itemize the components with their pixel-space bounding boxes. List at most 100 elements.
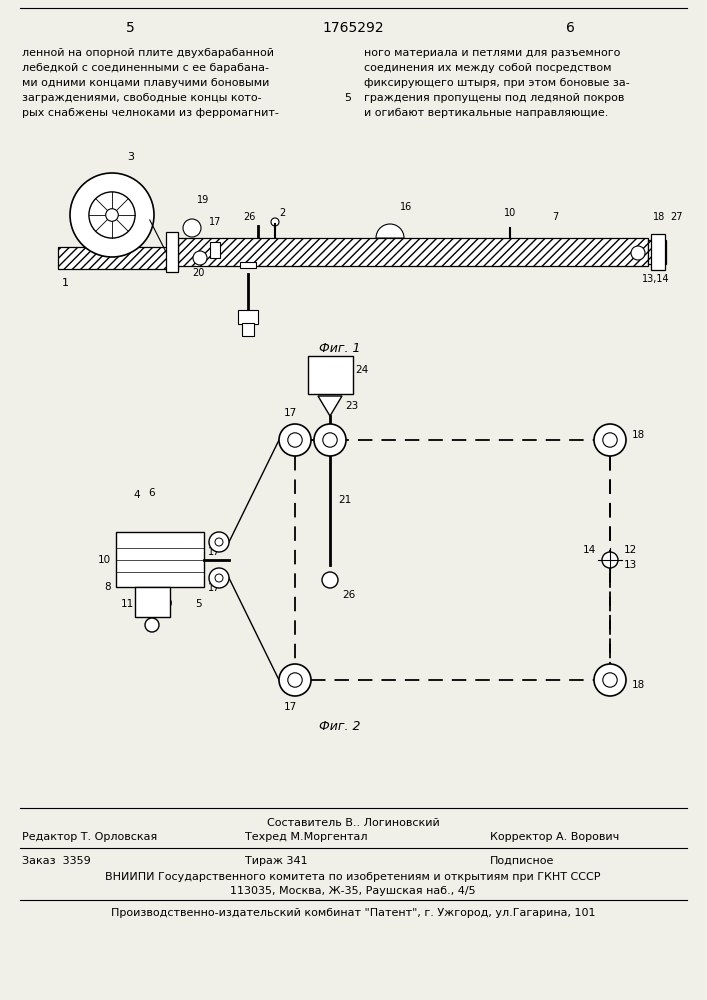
Text: 13: 13: [624, 560, 637, 570]
Text: 23: 23: [345, 401, 358, 411]
Text: Корректор А. Ворович: Корректор А. Ворович: [490, 832, 619, 842]
Bar: [240, 262, 256, 268]
Circle shape: [631, 246, 645, 260]
Bar: [58, 247, 178, 269]
Text: 3: 3: [127, 152, 134, 162]
Circle shape: [314, 424, 346, 456]
Circle shape: [603, 433, 617, 447]
Text: 24: 24: [355, 365, 368, 375]
Bar: [238, 310, 258, 324]
Text: 26: 26: [244, 212, 256, 222]
Text: 10: 10: [504, 208, 516, 218]
Text: 4: 4: [134, 490, 140, 500]
Text: Заказ  3359: Заказ 3359: [22, 856, 90, 866]
Text: ми одними концами плавучими боновыми: ми одними концами плавучими боновыми: [22, 78, 269, 88]
Circle shape: [215, 538, 223, 546]
Circle shape: [594, 424, 626, 456]
Circle shape: [215, 574, 223, 582]
Text: 18: 18: [653, 212, 665, 222]
Circle shape: [323, 433, 337, 447]
Circle shape: [288, 433, 302, 447]
Text: 5: 5: [126, 21, 134, 35]
Text: Подписное: Подписное: [490, 856, 554, 866]
Text: 1765292: 1765292: [322, 21, 384, 35]
Text: 17: 17: [209, 217, 221, 227]
Text: 5: 5: [344, 93, 351, 103]
Text: 113035, Москва, Ж-35, Раушская наб., 4/5: 113035, Москва, Ж-35, Раушская наб., 4/5: [230, 886, 476, 896]
Text: фиксирующего штыря, при этом боновые за-: фиксирующего штыря, при этом боновые за-: [364, 78, 630, 88]
Text: ленной на опорной плите двухбарабанной: ленной на опорной плите двухбарабанной: [22, 48, 274, 58]
Bar: [135, 587, 170, 617]
Circle shape: [106, 209, 118, 221]
Text: Производственно-издательский комбинат "Патент", г. Ужгород, ул.Гагарина, 101: Производственно-издательский комбинат "П…: [111, 908, 595, 918]
Bar: [242, 323, 254, 336]
Circle shape: [70, 173, 154, 257]
Text: 17: 17: [208, 583, 220, 593]
Bar: [648, 240, 666, 264]
Text: 17: 17: [208, 547, 220, 557]
Text: ного материала и петлями для разъемного: ного материала и петлями для разъемного: [364, 48, 620, 58]
Text: и огибают вертикальные направляющие.: и огибают вертикальные направляющие.: [364, 108, 609, 118]
Text: 12: 12: [624, 545, 637, 555]
Circle shape: [193, 251, 207, 265]
Text: 18: 18: [632, 430, 645, 440]
Text: 9: 9: [165, 599, 172, 609]
Text: Тираж 341: Тираж 341: [245, 856, 308, 866]
Text: 5: 5: [196, 599, 202, 609]
Text: ВНИИПИ Государственного комитета по изобретениям и открытиям при ГКНТ СССР: ВНИИПИ Государственного комитета по изоб…: [105, 872, 601, 882]
Text: 11: 11: [121, 599, 134, 609]
Text: 6: 6: [148, 488, 156, 498]
Text: Техред М.Моргентал: Техред М.Моргентал: [245, 832, 368, 842]
Text: 13,14: 13,14: [642, 274, 670, 284]
Text: 17: 17: [295, 432, 308, 442]
Text: 10: 10: [98, 555, 111, 565]
Bar: [178, 238, 648, 266]
Text: лебедкой с соединенными с ее барабана-: лебедкой с соединенными с ее барабана-: [22, 63, 269, 73]
Text: 20: 20: [192, 268, 204, 278]
Circle shape: [322, 572, 338, 588]
Text: Фиг. 1: Фиг. 1: [320, 342, 361, 355]
Circle shape: [603, 673, 617, 687]
Text: 8: 8: [105, 582, 111, 592]
Circle shape: [89, 192, 135, 238]
Text: 17: 17: [284, 408, 297, 418]
Text: 16: 16: [400, 202, 412, 212]
Text: Составитель В.. Логиновский: Составитель В.. Логиновский: [267, 818, 439, 828]
Text: соединения их между собой посредством: соединения их между собой посредством: [364, 63, 612, 73]
Text: граждения пропущены под ледяной покров: граждения пропущены под ледяной покров: [364, 93, 624, 103]
Bar: [178, 238, 648, 266]
Circle shape: [271, 218, 279, 226]
Text: 18: 18: [632, 680, 645, 690]
Bar: [308, 356, 353, 394]
Circle shape: [602, 552, 618, 568]
Circle shape: [209, 532, 229, 552]
Text: Редактор Т. Орловская: Редактор Т. Орловская: [22, 832, 157, 842]
Circle shape: [279, 664, 311, 696]
Circle shape: [209, 568, 229, 588]
Text: 17: 17: [284, 702, 297, 712]
Bar: [210, 242, 220, 258]
Text: 6: 6: [566, 21, 574, 35]
Circle shape: [594, 664, 626, 696]
Text: рых снабжены челноками из ферромагнит-: рых снабжены челноками из ферромагнит-: [22, 108, 279, 118]
Text: Фиг. 2: Фиг. 2: [320, 720, 361, 733]
Text: 22: 22: [241, 320, 255, 330]
Bar: [116, 532, 204, 587]
Text: 1: 1: [62, 278, 69, 288]
Circle shape: [279, 424, 311, 456]
Circle shape: [145, 618, 159, 632]
Text: 14: 14: [583, 545, 596, 555]
Wedge shape: [376, 224, 404, 238]
Text: 19: 19: [197, 195, 209, 205]
Text: заграждениями, свободные концы кото-: заграждениями, свободные концы кото-: [22, 93, 262, 103]
Bar: [166, 232, 178, 272]
Bar: [648, 240, 666, 264]
Text: 7: 7: [552, 212, 558, 222]
Text: 2: 2: [279, 208, 285, 218]
Text: 26: 26: [342, 590, 355, 600]
Polygon shape: [318, 396, 342, 416]
Circle shape: [288, 673, 302, 687]
Text: 27: 27: [670, 212, 682, 222]
Circle shape: [183, 219, 201, 237]
Text: 21: 21: [338, 495, 351, 505]
